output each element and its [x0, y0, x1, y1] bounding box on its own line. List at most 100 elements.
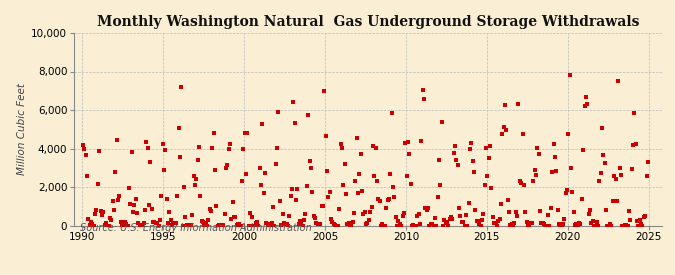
Point — [439, 218, 450, 222]
Point — [394, 222, 405, 226]
Point — [130, 196, 141, 201]
Point — [283, 223, 294, 228]
Point — [264, 221, 275, 226]
Point — [490, 221, 501, 225]
Point — [446, 215, 456, 219]
Point — [117, 222, 128, 227]
Point — [175, 155, 186, 160]
Point — [568, 210, 579, 214]
Point — [121, 222, 132, 226]
Point — [512, 213, 522, 218]
Point — [572, 223, 583, 227]
Point — [332, 223, 343, 228]
Point — [605, 222, 616, 226]
Point — [126, 149, 137, 154]
Point — [151, 221, 161, 226]
Point — [590, 223, 601, 228]
Point — [431, 223, 441, 228]
Point — [86, 220, 97, 225]
Point — [514, 179, 525, 183]
Point — [567, 190, 578, 194]
Point — [547, 170, 558, 174]
Point — [378, 223, 389, 228]
Point — [571, 222, 582, 227]
Point — [555, 223, 566, 227]
Point — [432, 195, 443, 199]
Point — [536, 221, 547, 225]
Point — [347, 220, 358, 225]
Point — [281, 222, 292, 227]
Point — [566, 166, 576, 170]
Point — [186, 222, 196, 227]
Point — [580, 95, 591, 100]
Point — [276, 223, 287, 227]
Point — [198, 220, 209, 225]
Point — [493, 219, 504, 224]
Point — [295, 219, 306, 224]
Point — [454, 205, 464, 210]
Point — [412, 214, 423, 219]
Point — [366, 205, 377, 209]
Point — [183, 222, 194, 227]
Point — [164, 210, 175, 214]
Point — [329, 223, 340, 227]
Point — [629, 111, 640, 116]
Point — [279, 221, 290, 225]
Point — [564, 73, 575, 78]
Point — [271, 162, 281, 166]
Point — [612, 199, 622, 204]
Point — [316, 203, 327, 208]
Point — [560, 191, 571, 196]
Point — [267, 221, 277, 225]
Point — [90, 211, 101, 216]
Point — [621, 222, 632, 227]
Point — [215, 223, 226, 228]
Point — [552, 208, 563, 213]
Point — [637, 223, 648, 228]
Point — [591, 220, 602, 224]
Point — [524, 223, 535, 228]
Point — [149, 220, 160, 224]
Point — [540, 223, 551, 228]
Point — [356, 189, 367, 194]
Point — [382, 197, 393, 202]
Point — [122, 223, 133, 228]
Point — [260, 171, 271, 175]
Point — [314, 221, 325, 226]
Point — [359, 210, 370, 214]
Point — [505, 222, 516, 227]
Point — [539, 222, 549, 227]
Point — [79, 147, 90, 152]
Point — [184, 223, 195, 228]
Point — [510, 210, 521, 214]
Point — [545, 205, 556, 210]
Point — [544, 223, 555, 228]
Point — [435, 182, 446, 187]
Point — [207, 145, 218, 150]
Point — [468, 170, 479, 174]
Point — [643, 160, 653, 164]
Point — [188, 174, 199, 178]
Point — [237, 179, 248, 183]
Point — [460, 213, 471, 217]
Point — [83, 217, 94, 222]
Point — [172, 193, 183, 198]
Point — [375, 223, 386, 228]
Point — [582, 102, 593, 106]
Point — [277, 211, 288, 216]
Point — [101, 221, 111, 225]
Point — [140, 208, 151, 212]
Point — [529, 168, 540, 172]
Point — [401, 174, 412, 178]
Point — [163, 221, 173, 225]
Point — [586, 221, 597, 226]
Point — [250, 221, 261, 226]
Point — [589, 223, 599, 228]
Point — [641, 174, 652, 178]
Point — [327, 219, 338, 224]
Point — [221, 166, 232, 170]
Point — [532, 146, 543, 150]
Point — [428, 223, 439, 228]
Point — [325, 217, 336, 221]
Point — [389, 194, 400, 199]
